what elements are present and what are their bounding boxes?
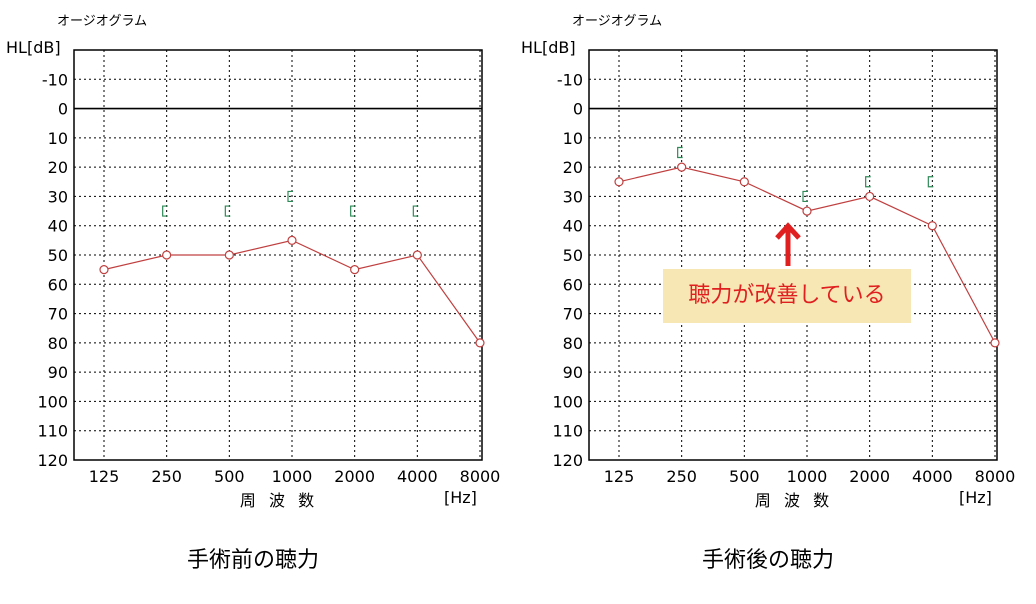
bone-conduction-mark: [927, 176, 934, 188]
bone-conduction-mark: [162, 205, 168, 217]
y-tick-label: 80: [563, 334, 583, 353]
data-point: [412, 250, 422, 260]
x-tick-label: 8000: [975, 467, 1016, 486]
x-tick-label: 4000: [397, 467, 438, 486]
data-point: [865, 191, 875, 202]
y-tick-label: 40: [48, 217, 68, 236]
y-tick-label: 120: [552, 451, 583, 470]
x-tick-label: 2000: [849, 467, 890, 486]
y-tick-label: 100: [552, 392, 583, 411]
data-point: [614, 177, 624, 187]
y-tick-label: 60: [48, 275, 68, 294]
data-point: [927, 221, 937, 231]
x-tick-label: 1000: [272, 467, 313, 486]
data-point: [739, 177, 749, 187]
y-tick-label: 10: [563, 129, 583, 148]
y-tick-label: 40: [563, 217, 583, 236]
bone-conduction-mark: [412, 205, 419, 217]
audiogram-chart-before: -10 0 10 20 30 40 50 60 70 80 90 100 110 120 125 250 500…: [37, 49, 501, 486]
x-axis-label: 周 波 数: [754, 491, 834, 510]
y-tick-label: 10: [48, 129, 68, 148]
data-point: [287, 235, 297, 245]
bone-conduction-mark: [677, 146, 683, 159]
y-tick-label: 120: [37, 451, 68, 470]
x-tick-label: 500: [214, 467, 245, 486]
y-tick-label: 30: [48, 187, 68, 206]
y-axis-label: HL[dB]: [521, 38, 576, 57]
y-tick-label: -10: [42, 70, 68, 89]
x-axis-unit: [Hz]: [959, 488, 992, 507]
audiogram-chart-after: -10 0 10 20 30 40 50 60 70 80 90 100 110 120 125 250 500…: [552, 49, 1016, 486]
data-point: [162, 250, 172, 260]
bone-conduction-mark: [287, 190, 293, 203]
x-tick-label: 250: [151, 467, 182, 486]
data-point: [990, 338, 1000, 348]
up-arrow-icon: [775, 222, 801, 266]
improvement-callout: 聴力が改善している: [663, 269, 911, 323]
y-tick-label: 90: [48, 363, 68, 382]
y-tick-label: 50: [48, 246, 68, 265]
data-point: [350, 265, 360, 275]
data-point: [677, 162, 687, 172]
audiogram-panel-before: オージオグラム HL[dB] -10 0 10 20 30 40 50 60 70 80 90 100…: [0, 0, 500, 604]
x-tick-label: 8000: [460, 467, 501, 486]
x-tick-label: 4000: [912, 467, 953, 486]
data-point: [475, 338, 485, 348]
bone-conduction-mark: [865, 176, 871, 188]
bone-conduction-mark: [802, 190, 808, 203]
y-tick-label: 70: [48, 305, 68, 324]
bone-conduction-mark: [350, 205, 356, 217]
y-tick-label: 60: [563, 275, 583, 294]
x-tick-label: 125: [89, 467, 120, 486]
y-tick-label: 0: [58, 100, 68, 119]
y-tick-label: 110: [37, 422, 68, 441]
audiogram-panel-after: オージオグラム HL[dB] -10 0 10 20 30 40 50 60 70 80 90 100…: [515, 0, 1015, 604]
x-axis-label: 周 波 数: [239, 491, 319, 510]
y-tick-label: 20: [48, 158, 68, 177]
x-tick-label: 1000: [787, 467, 828, 486]
chart-title: オージオグラム: [572, 14, 663, 29]
y-tick-label: 30: [563, 187, 583, 206]
y-tick-label: 50: [563, 246, 583, 265]
bone-conduction-mark: [224, 205, 231, 217]
y-tick-label: 80: [48, 334, 68, 353]
y-tick-label: 110: [552, 422, 583, 441]
y-tick-label: 20: [563, 158, 583, 177]
x-tick-label: 500: [729, 467, 760, 486]
y-axis-label: HL[dB]: [6, 38, 61, 57]
y-tick-label: -10: [557, 70, 583, 89]
x-tick-label: 2000: [334, 467, 375, 486]
x-tick-label: 125: [604, 467, 635, 486]
y-tick-label: 100: [37, 392, 68, 411]
data-point: [802, 206, 812, 216]
y-tick-label: 70: [563, 305, 583, 324]
x-tick-label: 250: [666, 467, 697, 486]
data-point: [99, 265, 109, 275]
caption-after: 手術後の聴力: [701, 548, 834, 573]
data-point: [224, 250, 234, 260]
x-axis-unit: [Hz]: [444, 488, 477, 507]
y-tick-label: 90: [563, 363, 583, 382]
caption-before: 手術前の聴力: [186, 548, 319, 573]
y-tick-label: 0: [573, 100, 583, 119]
chart-title: オージオグラム: [57, 14, 148, 29]
